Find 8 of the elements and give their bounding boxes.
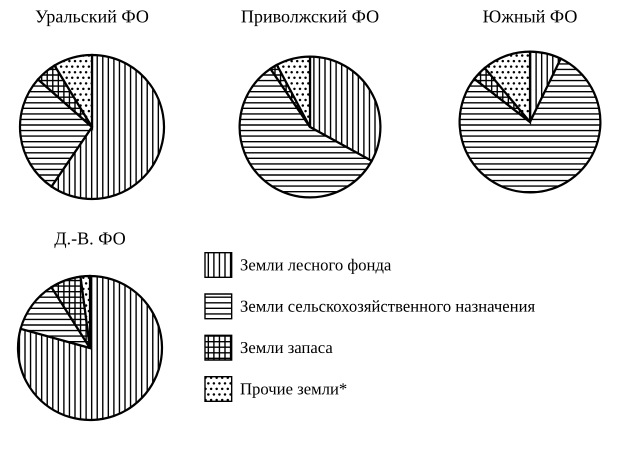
- legend-label: Земли сельскохозяйственного назначения: [240, 300, 535, 312]
- chart-title: Приволжский ФО: [241, 10, 378, 26]
- legend-label: Земли лесного фонда: [240, 258, 392, 274]
- legend-label: Земли запаса: [240, 342, 333, 354]
- chart-title: Южный ФО: [483, 10, 577, 23]
- chart-title: Д.-В. ФО: [54, 232, 125, 248]
- legend-label: Прочие земли*: [240, 383, 346, 398]
- chart-title: Уральский ФО: [36, 10, 148, 26]
